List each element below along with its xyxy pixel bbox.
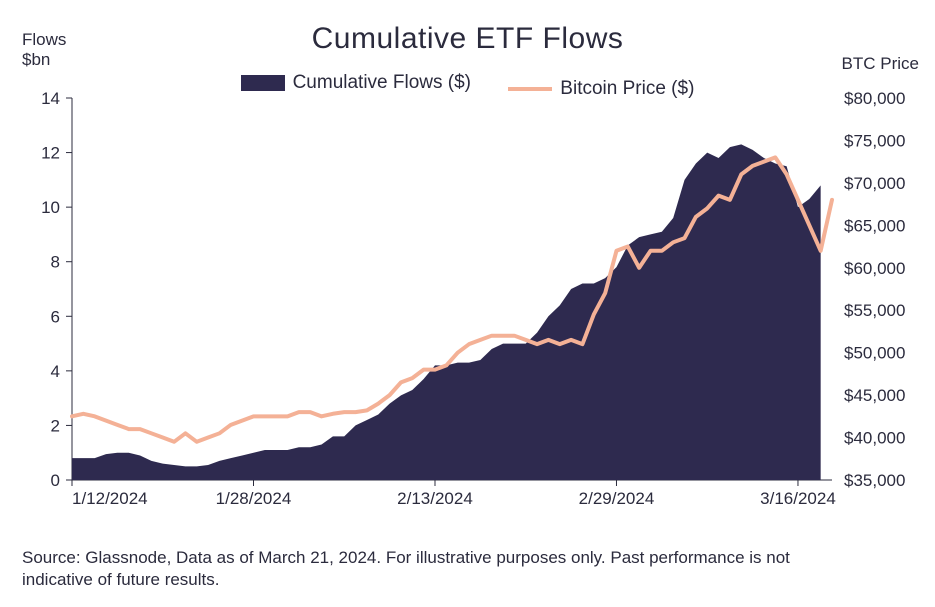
svg-text:$65,000: $65,000 [844, 216, 905, 235]
svg-text:0: 0 [51, 471, 60, 490]
svg-text:$35,000: $35,000 [844, 471, 905, 490]
chart-container: Cumulative ETF Flows Flows$bn BTC Price … [0, 0, 935, 607]
y2-axis-label: BTC Price [842, 54, 919, 74]
svg-text:$50,000: $50,000 [844, 344, 905, 363]
svg-text:14: 14 [41, 89, 60, 108]
svg-text:$80,000: $80,000 [844, 89, 905, 108]
svg-text:$55,000: $55,000 [844, 301, 905, 320]
y1-axis-label-text: Flows$bn [22, 30, 66, 69]
plot-area: 02468101214$35,000$40,000$45,000$50,000$… [72, 78, 832, 508]
svg-text:3/16/2024: 3/16/2024 [760, 489, 836, 508]
chart-svg: 02468101214$35,000$40,000$45,000$50,000$… [72, 78, 832, 508]
svg-text:12: 12 [41, 144, 60, 163]
svg-text:1/28/2024: 1/28/2024 [216, 489, 292, 508]
svg-text:2/29/2024: 2/29/2024 [579, 489, 655, 508]
svg-text:$75,000: $75,000 [844, 131, 905, 150]
svg-text:8: 8 [51, 253, 60, 272]
source-note: Source: Glassnode, Data as of March 21, … [22, 547, 825, 591]
svg-text:10: 10 [41, 198, 60, 217]
svg-text:4: 4 [51, 362, 60, 381]
svg-text:$60,000: $60,000 [844, 259, 905, 278]
svg-text:$40,000: $40,000 [844, 429, 905, 448]
y1-axis-label: Flows$bn [22, 30, 66, 71]
svg-text:2/13/2024: 2/13/2024 [397, 489, 473, 508]
chart-title: Cumulative ETF Flows [0, 22, 935, 56]
svg-text:$45,000: $45,000 [844, 386, 905, 405]
svg-text:$70,000: $70,000 [844, 174, 905, 193]
svg-text:1/12/2024: 1/12/2024 [72, 489, 148, 508]
svg-text:2: 2 [51, 416, 60, 435]
svg-text:6: 6 [51, 307, 60, 326]
